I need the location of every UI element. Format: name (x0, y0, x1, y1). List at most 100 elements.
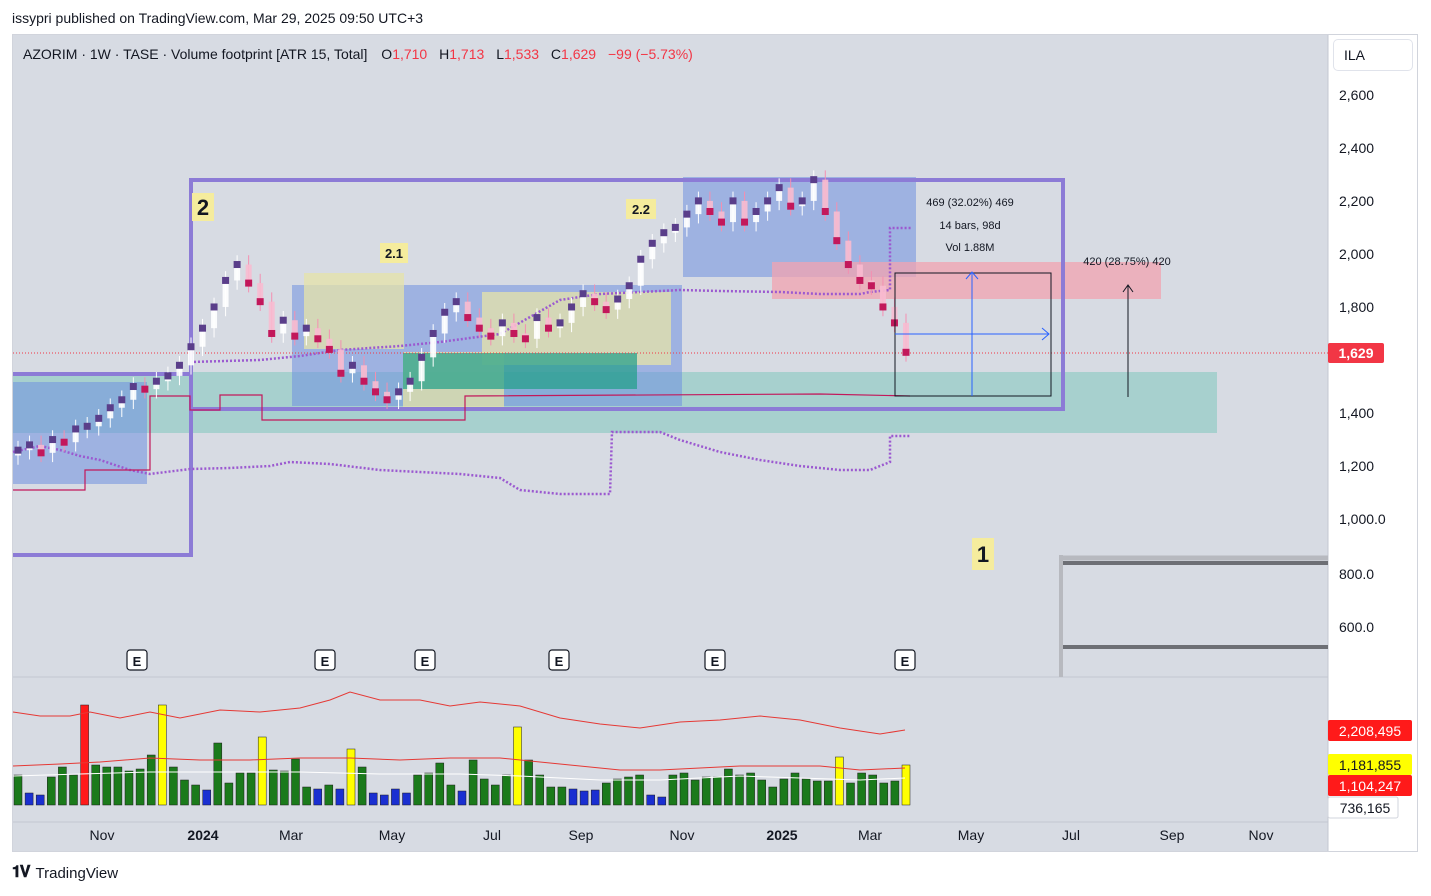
candle-poc (14, 446, 22, 454)
candle-body (730, 200, 737, 223)
wave-2-label: 2 (197, 195, 209, 220)
wave-21-label-bg (380, 243, 408, 263)
candle-poc (314, 335, 322, 343)
symbol-info: AZORIM · 1W · TASE · Volume footprint [A… (23, 46, 367, 62)
volume-bar (413, 774, 422, 806)
candle-body (176, 365, 183, 376)
time-tick-label: May (379, 827, 405, 843)
candle-poc (37, 449, 45, 457)
candle-poc (222, 276, 230, 284)
time-tick-label: Sep (569, 827, 594, 843)
volume-level-2: 1,181,855 (1339, 757, 1401, 773)
volume-bar (235, 772, 245, 806)
candle-body (810, 179, 817, 201)
close-label: C (551, 46, 561, 62)
candle-poc (856, 276, 864, 284)
candle-poc (660, 229, 668, 237)
candle-body (706, 200, 713, 212)
candle-body (349, 365, 356, 374)
low-label: L (496, 46, 504, 62)
volume-bar (535, 774, 544, 806)
candle-poc (141, 385, 149, 393)
candle-poc (890, 319, 898, 327)
candle-poc (533, 314, 541, 322)
volume-bar (224, 782, 234, 806)
candle-poc (764, 197, 772, 205)
volume-bar (69, 774, 78, 806)
candle-body (360, 365, 367, 382)
candle-body (845, 240, 852, 265)
candle-body (683, 214, 690, 228)
candle-poc (475, 324, 483, 332)
volume-bar (58, 766, 67, 806)
indicator-lines (12, 226, 1328, 496)
candle-poc (544, 324, 552, 332)
candle-body (153, 381, 160, 390)
target-arrow-head (1122, 284, 1134, 293)
candle-body (822, 179, 829, 212)
earnings-marker-label: E (555, 654, 564, 669)
volume-bar (735, 774, 744, 806)
volume-level-4: 736,165 (1340, 800, 1391, 816)
candle-poc (348, 361, 356, 369)
volume-bar (857, 772, 866, 806)
candle-poc (164, 372, 172, 380)
candle-poc (671, 223, 679, 231)
candle-body (372, 381, 379, 392)
earnings-marker (314, 649, 336, 671)
volume-bar (213, 742, 223, 806)
volume-bar (846, 782, 855, 806)
candle-poc (867, 282, 875, 290)
earnings-marker-label: E (711, 654, 720, 669)
candle-poc (429, 329, 437, 337)
candle-poc (833, 237, 841, 245)
volume-bar (446, 784, 456, 806)
candle-poc (95, 414, 103, 422)
candle-body (384, 391, 391, 400)
candle-body (303, 328, 310, 337)
candle-poc (452, 298, 460, 306)
candle-body (72, 428, 79, 443)
volume-bar (313, 788, 322, 806)
currency-button[interactable]: ILA (1334, 40, 1412, 70)
price-axis[interactable]: 2,600 2,400 2,200 2,000 1,800 1,400 1,200 1,000… (1339, 87, 1386, 635)
volume-level-3: 1,104,247 (1339, 778, 1401, 794)
lower-band (12, 430, 910, 496)
volume-level-tag-3 (1328, 775, 1412, 796)
volume-bar (191, 784, 200, 806)
candle-body (199, 328, 206, 347)
tradingview-logo-icon: 𝟏𝐕 (12, 864, 30, 881)
candle-body (718, 211, 725, 223)
earnings-marker (704, 649, 726, 671)
candle-body (545, 317, 552, 329)
candle-poc (648, 239, 656, 247)
measure-arrow-head-up (965, 271, 979, 280)
earnings-marker-label: E (421, 654, 430, 669)
measure-label-1: 469 (32.02%) 469 (926, 197, 1013, 209)
candle-body (741, 200, 748, 223)
candle-body (107, 407, 114, 419)
volume-bar (324, 784, 334, 806)
candle-poc (118, 396, 126, 404)
earnings-marker (414, 649, 436, 671)
measure-tools: 469 (32.02%) 469 14 bars, 98d Vol 1.88M … (894, 197, 1171, 397)
volume-bar (679, 772, 689, 806)
earnings-marker-label: E (321, 654, 330, 669)
volume-bar (724, 768, 733, 806)
candle-poc (372, 388, 380, 396)
candle-body (464, 301, 471, 318)
candle-poc (187, 343, 195, 351)
volume-bar (246, 772, 256, 806)
volume-bar (24, 792, 34, 806)
candle-poc (175, 361, 183, 369)
price-tick-label: 1,200 (1339, 458, 1374, 474)
candle-body (649, 243, 656, 260)
candle-poc (729, 197, 737, 205)
price-tick-label: 2,600 (1339, 87, 1374, 103)
volume-bar (590, 789, 600, 806)
candle-poc (337, 369, 345, 377)
time-axis[interactable]: Nov 2024 Mar May Jul Sep Nov 2025 Mar May Jul Sep No… (90, 827, 1274, 843)
candle-poc (798, 197, 806, 205)
